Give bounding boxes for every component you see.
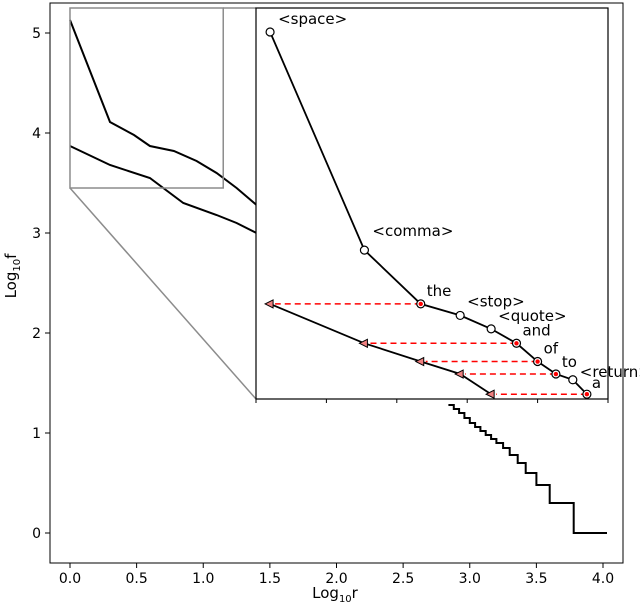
inset-triangle-marker [263,299,274,309]
inset-red-dot [553,371,559,377]
inset-red-dot [535,359,540,364]
y-axis-label-sub: 10 [12,259,23,272]
inset-circle-marker [455,310,465,321]
zoom-connectors [69,7,257,400]
inset-circle-marker [486,324,496,334]
inset-markers [263,27,592,400]
series-line-tail-steps [448,404,607,534]
inset-red-dot [418,301,423,307]
word-label: of [544,340,559,358]
y-tick-label: 3 [32,226,41,242]
word-label: <comma> [372,222,453,240]
word-label: a [592,374,601,392]
x-tick-label: 3.0 [459,571,481,587]
x-axis-label: Log10r [312,584,359,605]
inset-word-labels: <space> <comma> the <stop><quote>andofto<re… [278,10,640,392]
x-tick-label: 1.0 [192,571,214,587]
inset-circle-marker [359,245,370,255]
inset-curve-upper [269,31,588,395]
y-tick-label: 5 [32,26,41,42]
x-axis-label-main: Log [312,584,339,602]
y-axis-label-main: Log [2,272,20,299]
word-label: <quote> [498,307,566,325]
x-tick-label: 3.5 [525,571,547,587]
inset-dashed-arrows [275,303,587,395]
x-tick-label: 2.5 [392,571,414,587]
y-tick-label: 4 [32,126,41,142]
x-axis-label-sub: 10 [339,594,352,605]
x-tick-label: 0.0 [59,571,81,587]
y-tick-label: 2 [32,326,41,342]
word-label: <space> [278,10,347,28]
y-tick-label: 0 [32,526,41,542]
x-tick-label: 2.0 [325,571,347,587]
inset-triangle-marker [414,356,425,367]
zoom-window [69,7,224,189]
x-tick-label: 4.0 [592,571,614,587]
word-label: <stop> [467,292,525,310]
inset-triangle-marker [358,338,368,349]
word-label: and [522,321,550,339]
inset-triangle-marker [485,389,495,400]
main-axis-ticks: 0.0 0.5 1.0 1.5 2.0 2.5 3.0 3.5 4.0 0 1 2 3 4 5 [32,26,614,587]
word-label: to [562,353,577,371]
inset-red-dot [514,341,519,346]
connector-bottom [69,187,257,400]
y-tick-label: 1 [32,426,41,442]
inset-circle-marker [568,375,578,385]
inset-axis-ticks [255,399,609,403]
inset-circle-marker [265,27,275,37]
inset-plot: <space> <comma> the <stop><quote>andofto<re… [255,7,640,403]
y-axis-label-tail: f [2,253,20,259]
x-tick-label: 1.5 [259,571,281,587]
x-axis-label-tail: r [352,584,359,602]
inset-plot-frame [255,7,609,400]
word-label: <return> [580,363,640,381]
word-label: the [427,282,452,300]
inset-triangle-marker [454,369,464,379]
y-axis-label: Log10f [2,253,23,299]
x-tick-label: 0.5 [125,571,147,587]
inset-red-dot [584,391,590,397]
